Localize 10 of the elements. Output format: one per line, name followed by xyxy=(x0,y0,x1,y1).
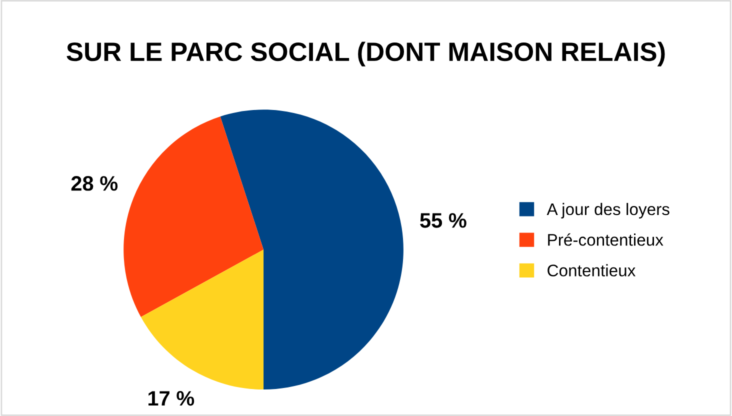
pie-slice xyxy=(220,110,404,390)
pie-slice xyxy=(140,250,264,390)
legend-label: Pré-contentieux xyxy=(548,233,664,246)
data-label: 55 % xyxy=(420,213,466,228)
chart-title: SUR LE PARC SOCIAL (DONT MAISON RELAIS) xyxy=(66,42,665,66)
pie-slice xyxy=(124,116,264,318)
legend-label: Contentieux xyxy=(548,264,636,276)
legend-label: A jour des loyers xyxy=(546,202,670,218)
data-label: 28 % xyxy=(71,176,118,191)
data-label: 17 % xyxy=(148,391,194,406)
